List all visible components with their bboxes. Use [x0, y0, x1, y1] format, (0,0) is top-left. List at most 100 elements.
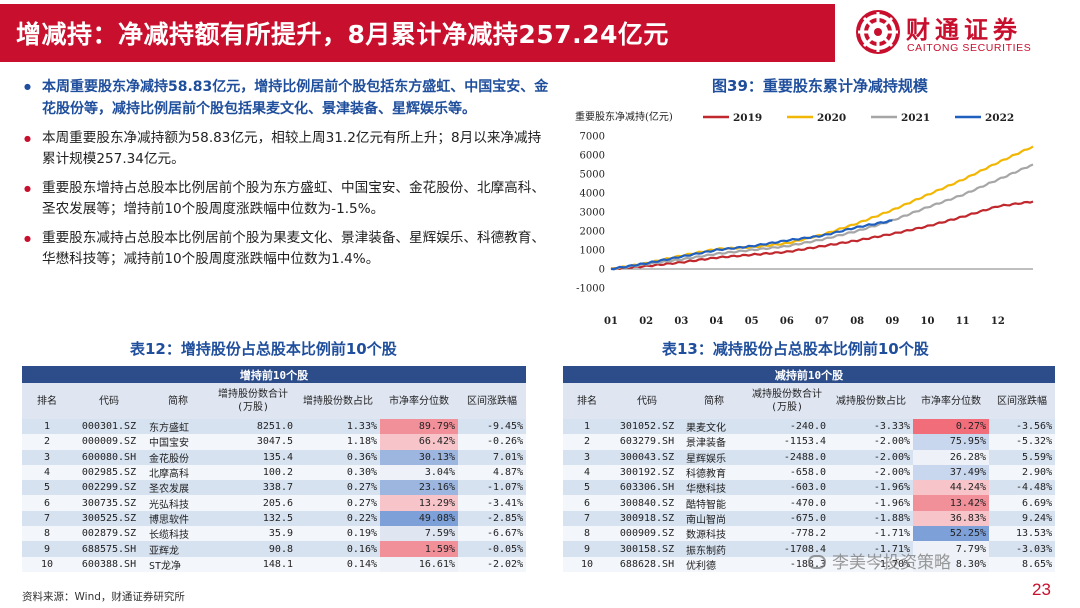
bullet-decrease-leaders: 重要股东减持占总股本比例居前个股为果麦文化、景津装备、星辉娱乐、科德教育、华懋科… [22, 228, 552, 270]
table-cell: -470.0 [745, 495, 829, 511]
table-cell: 600080.SH [72, 449, 146, 465]
table-cell: 002879.SZ [72, 526, 146, 542]
table-cell: 338.7 [210, 480, 296, 496]
table-cell: -2.02% [458, 556, 527, 572]
table-cell: 100.2 [210, 464, 296, 481]
table-cell: -1.71% [829, 541, 913, 557]
table-cell: 0.27% [296, 495, 380, 511]
table-cell: 6 [563, 495, 611, 511]
col-name: 简称 [683, 383, 745, 419]
col-period-change: 区间涨跌幅 [458, 383, 527, 419]
table-row: 8 002879.SZ 长缆科技 35.9 0.19% 7.59% -6.67% [22, 526, 527, 542]
table-cell: 1 [22, 419, 72, 435]
table-cell: 8251.0 [210, 419, 296, 435]
table-cell: 30.13% [380, 449, 458, 465]
table-cell: 4 [563, 464, 611, 481]
table-row: 4 300192.SZ 科德教育 -658.0 -2.00% 37.49% 2.90% [563, 464, 1056, 481]
table-cell: 4.87% [458, 464, 527, 481]
table-cell: -1.88% [829, 510, 913, 527]
table-row: 7 300918.SZ 南山智尚 -675.0 -1.88% 36.83% 9.24% [563, 510, 1056, 527]
table-cell: 3 [22, 449, 72, 465]
table-cell: 10 [563, 556, 611, 572]
table-cell: 300840.SZ [611, 495, 683, 511]
table-cell: 7.59% [380, 526, 458, 542]
col-shares-total: 减持股份数合计(万股) [745, 383, 829, 419]
table-cell: -1.96% [829, 480, 913, 496]
table-cell: ST龙净 [146, 556, 210, 572]
table-cell: -1.70% [829, 556, 913, 572]
table-row: 1 301052.SZ 果麦文化 -240.0 -3.33% 0.27% -3.56% [563, 419, 1056, 435]
table-cell: 603306.SH [611, 480, 683, 496]
table-cell: 1.59% [380, 541, 458, 557]
table-cell: 603279.SH [611, 434, 683, 450]
table-cell: 果麦文化 [683, 419, 745, 435]
bullet-increase-leaders: 重要股东增持占总股本比例居前个股为东方盛虹、中国宝安、金花股份、北摩高科、圣农发… [22, 178, 552, 220]
table-cell: 5 [563, 480, 611, 496]
table-cell: 5.59% [989, 449, 1056, 465]
table-cell: 23.16% [380, 480, 458, 496]
table-cell: 6.69% [989, 495, 1056, 511]
table-cell: 光弘科技 [146, 495, 210, 511]
logo-chinese-name: 财通证券 [906, 16, 1022, 44]
title-bar: 增减持：净减持额有所提升，8月累计净减持257.24亿元 [0, 4, 835, 62]
table-cell: 3047.5 [210, 434, 296, 450]
table-cell: -658.0 [745, 464, 829, 481]
y-tick-label: 6000 [580, 151, 605, 162]
y-tick-label: -1000 [576, 284, 605, 295]
table-cell: 000009.SZ [72, 434, 146, 450]
table-cell: 1.33% [296, 419, 380, 435]
table-cell: -2.00% [829, 434, 913, 450]
table-cell: 8.65% [989, 556, 1056, 572]
table-cell: 66.42% [380, 434, 458, 450]
decrease-table-body: 1 301052.SZ 果麦文化 -240.0 -3.33% 0.27% -3.56% 2 60… [563, 419, 1056, 572]
watermark-text: 李美岑投资策略 [832, 553, 951, 573]
table-cell: 振东制药 [683, 541, 745, 557]
y-axis-label: 重要股东净减持(亿元) [575, 110, 673, 123]
y-tick-label: 4000 [580, 189, 605, 200]
table-cell: 5 [22, 480, 72, 496]
table-row: 10 600388.SH ST龙净 148.1 0.14% 16.61% -2.02% [22, 556, 527, 572]
chart-svg: -1000 0 1000 2000 3000 4000 5000 6000 7000 01 02 03… [575, 110, 1034, 327]
table-cell: 52.25% [913, 526, 989, 542]
table-cell: 2 [22, 434, 72, 450]
col-rank: 排名 [563, 383, 611, 419]
table-cell: -2.00% [829, 449, 913, 465]
table-cell: 7.79% [913, 541, 989, 557]
table-row: 1 000301.SZ 东方盛虹 8251.0 1.33% 89.79% -9.45% [22, 419, 527, 435]
increase-table: 增持前10个股 排名 代码 简称 增持股份数合计(万股) 增持股份数占比 市净率… [22, 366, 527, 572]
table-cell: 0.19% [296, 526, 380, 542]
col-rank: 排名 [22, 383, 72, 419]
table-cell: 300158.SZ [611, 541, 683, 557]
table-cell: 1 [563, 419, 611, 435]
x-tick-label: 02 [639, 316, 653, 327]
legend-label: 2019 [733, 112, 762, 124]
col-code: 代码 [611, 383, 683, 419]
table-cell: 300735.SZ [72, 495, 146, 511]
table-cell: 优利德 [683, 556, 745, 572]
table-row: 4 002985.SZ 北摩高科 100.2 0.30% 3.04% 4.87% [22, 464, 527, 481]
y-tick-label: 7000 [580, 132, 605, 143]
series-line-2022 [610, 219, 893, 271]
table-cell: 9 [22, 541, 72, 557]
x-tick-label: 10 [921, 316, 935, 327]
table-cell: -4.48% [989, 480, 1056, 496]
table-cell: -6.67% [458, 526, 527, 542]
table-row: 2 603279.SH 景津装备 -1153.4 -2.00% 75.95% -5.32% [563, 434, 1056, 450]
table-cell: 300192.SZ [611, 464, 683, 481]
table-cell: 49.08% [380, 510, 458, 527]
table-cell: 000909.SZ [611, 526, 683, 542]
x-tick-label: 07 [815, 316, 829, 327]
table-cell: 16.61% [380, 556, 458, 572]
table-cell: 205.6 [210, 495, 296, 511]
table-cell: 0.22% [296, 510, 380, 527]
decrease-table-caption: 减持前10个股 [563, 366, 1056, 383]
table-cell: 37.49% [913, 464, 989, 481]
table-cell: -778.2 [745, 526, 829, 542]
table-cell: -9.45% [458, 419, 527, 435]
table-cell: -3.33% [829, 419, 913, 435]
legend-label: 2021 [901, 112, 930, 124]
table-cell: 长缆科技 [146, 526, 210, 542]
table-cell: 9 [563, 541, 611, 557]
x-tick-label: 05 [745, 316, 759, 327]
col-name: 简称 [146, 383, 210, 419]
